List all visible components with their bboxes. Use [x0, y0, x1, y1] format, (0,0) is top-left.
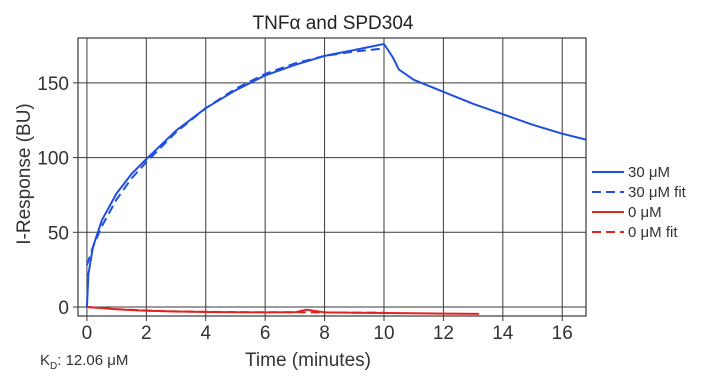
y-axis-label: I-Response (BU): [14, 103, 35, 245]
y-tick-label: 50: [48, 223, 69, 244]
kd-prefix: K: [40, 352, 51, 369]
legend-label: 30 μM fit: [628, 184, 687, 201]
kd-annotation: KD: 12.06 μM: [40, 352, 128, 372]
chart-title: TNFα and SPD304: [253, 13, 414, 34]
x-tick-label: 10: [373, 323, 394, 344]
series-line: [85, 47, 385, 266]
x-tick-label: 2: [141, 323, 152, 344]
y-tick-label: 0: [58, 298, 69, 319]
x-tick-label: 16: [552, 323, 573, 344]
x-tick-label: 12: [433, 323, 454, 344]
series-line: [86, 306, 480, 315]
series-line: [86, 306, 385, 314]
grid: [73, 38, 586, 321]
legend: 30 μM 30 μM fit 0 μM 0 μM fit: [592, 164, 687, 241]
x-axis-label: Time (minutes): [245, 350, 371, 371]
y-tick-label: 100: [37, 149, 69, 170]
tick-labels: 0 2 4 6 8 10 12 14 16 0 50 100 150: [37, 74, 573, 344]
series-lines: [85, 43, 587, 315]
plot-frame: [77, 37, 587, 317]
legend-label: 0 μM: [628, 204, 662, 221]
legend-label: 30 μM: [628, 164, 670, 181]
x-tick-label: 6: [260, 323, 271, 344]
x-tick-label: 4: [200, 323, 211, 344]
x-tick-label: 14: [492, 323, 514, 344]
x-tick-label: 8: [319, 323, 330, 344]
kd-value: : 12.06 μM: [57, 352, 129, 369]
x-tick-label: 0: [82, 323, 93, 344]
legend-label: 0 μM fit: [628, 224, 678, 241]
kd-subscript: D: [50, 361, 58, 372]
y-tick-label: 150: [37, 74, 69, 95]
series-line: [85, 43, 587, 308]
